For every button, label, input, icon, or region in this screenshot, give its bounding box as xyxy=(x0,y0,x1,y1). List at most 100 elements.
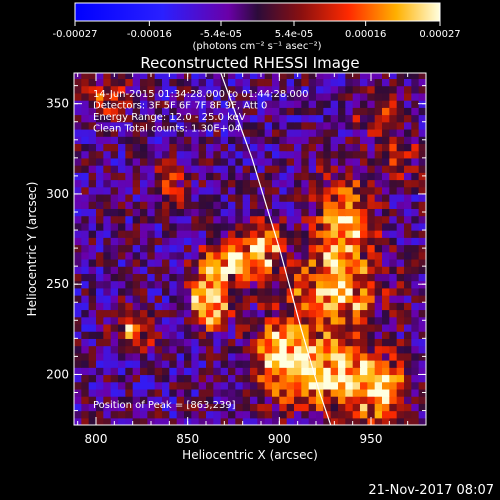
heatmap-pixel xyxy=(396,280,405,289)
heatmap-pixel xyxy=(382,92,390,101)
heatmap-pixel xyxy=(272,179,280,188)
heatmap-pixel xyxy=(418,114,426,123)
heatmap-pixel xyxy=(316,215,324,224)
heatmap-pixel xyxy=(360,331,368,339)
heatmap-pixel xyxy=(367,237,376,246)
heatmap-pixel xyxy=(264,410,273,419)
heatmap-pixel xyxy=(418,215,426,224)
heatmap-pixel xyxy=(411,92,420,101)
heatmap-pixel xyxy=(323,316,332,325)
heatmap-pixel xyxy=(316,367,324,376)
heatmap-pixel xyxy=(220,92,229,101)
heatmap-pixel xyxy=(88,179,97,188)
heatmap-pixel xyxy=(316,280,324,289)
heatmap-pixel xyxy=(411,352,420,361)
heatmap-pixel xyxy=(250,345,258,354)
heatmap-pixel xyxy=(176,193,185,202)
heatmap-pixel xyxy=(323,215,332,224)
heatmap-pixel xyxy=(169,100,178,108)
heatmap-pixel xyxy=(198,360,207,368)
heatmap-pixel xyxy=(242,208,251,217)
heatmap-pixel xyxy=(140,78,148,87)
heatmap-pixel xyxy=(360,201,368,209)
heatmap-pixel xyxy=(103,287,112,296)
heatmap-pixel xyxy=(286,323,295,332)
heatmap-pixel xyxy=(418,295,426,303)
heatmap-pixel xyxy=(389,410,398,419)
heatmap-pixel xyxy=(191,186,200,195)
heatmap-pixel xyxy=(96,345,104,354)
heatmap-pixel xyxy=(191,107,200,116)
heatmap-pixel xyxy=(257,295,266,303)
heatmap-pixel xyxy=(272,266,280,274)
heatmap-pixel xyxy=(184,316,192,325)
heatmap-pixel xyxy=(184,331,192,339)
heatmap-pixel xyxy=(257,179,266,188)
heatmap-pixel xyxy=(169,367,178,376)
heatmap-pixel xyxy=(198,309,207,318)
heatmap-pixel xyxy=(118,179,126,188)
heatmap-pixel xyxy=(396,266,405,274)
heatmap-pixel xyxy=(367,85,376,94)
heatmap-pixel xyxy=(389,374,398,383)
heatmap-pixel xyxy=(411,172,420,181)
heatmap-pixel xyxy=(330,410,339,419)
heatmap-pixel xyxy=(382,388,390,397)
heatmap-pixel xyxy=(235,73,244,80)
heatmap-pixel xyxy=(118,244,126,253)
heatmap-pixel xyxy=(191,331,200,339)
heatmap-pixel xyxy=(220,345,229,354)
heatmap-pixel xyxy=(411,193,420,202)
heatmap-pixel xyxy=(132,258,141,267)
heatmap-pixel xyxy=(213,381,222,390)
heatmap-pixel xyxy=(110,172,119,181)
heatmap-pixel xyxy=(228,186,236,195)
heatmap-pixel xyxy=(125,323,134,332)
heatmap-pixel xyxy=(250,215,258,224)
heatmap-pixel xyxy=(132,143,141,152)
heatmap-pixel xyxy=(294,338,302,347)
heatmap-pixel xyxy=(176,381,185,390)
heatmap-pixel xyxy=(162,403,170,412)
heatmap-pixel xyxy=(228,258,236,267)
heatmap-pixel xyxy=(176,251,185,260)
heatmap-pixel xyxy=(176,266,185,274)
heatmap-pixel xyxy=(301,244,310,253)
heatmap-pixel xyxy=(81,374,90,383)
heatmap-pixel xyxy=(154,352,163,361)
heatmap-pixel xyxy=(103,222,112,231)
heatmap-pixel xyxy=(176,258,185,267)
heatmap-pixel xyxy=(411,381,420,390)
heatmap-pixel xyxy=(147,360,156,368)
heatmap-pixel xyxy=(264,396,273,404)
heatmap-pixel xyxy=(294,114,302,123)
heatmap-pixel xyxy=(294,374,302,383)
heatmap-pixel xyxy=(242,193,251,202)
heatmap-pixel xyxy=(213,367,222,376)
heatmap-pixel xyxy=(110,107,119,116)
heatmap-pixel xyxy=(110,388,119,397)
heatmap-pixel xyxy=(389,128,398,137)
heatmap-pixel xyxy=(235,295,244,303)
heatmap-pixel xyxy=(374,100,383,108)
heatmap-pixel xyxy=(125,309,134,318)
heatmap-pixel xyxy=(396,215,405,224)
heatmap-pixel xyxy=(338,215,346,224)
heatmap-pixel xyxy=(118,157,126,166)
heatmap-pixel xyxy=(242,410,251,419)
heatmap-pixel xyxy=(264,287,273,296)
heatmap-pixel xyxy=(198,345,207,354)
heatmap-pixel xyxy=(250,107,258,116)
heatmap-pixel xyxy=(74,338,82,347)
heatmap-pixel xyxy=(316,331,324,339)
heatmap-pixel xyxy=(176,417,185,425)
heatmap-pixel xyxy=(88,323,97,332)
heatmap-pixel xyxy=(125,273,134,282)
heatmap-pixel xyxy=(169,417,178,425)
heatmap-pixel xyxy=(213,215,222,224)
heatmap-pixel xyxy=(125,287,134,296)
heatmap-pixel xyxy=(147,114,156,123)
heatmap-pixel xyxy=(308,316,317,325)
heatmap-pixel xyxy=(81,136,90,144)
heatmap-pixel xyxy=(279,388,288,397)
